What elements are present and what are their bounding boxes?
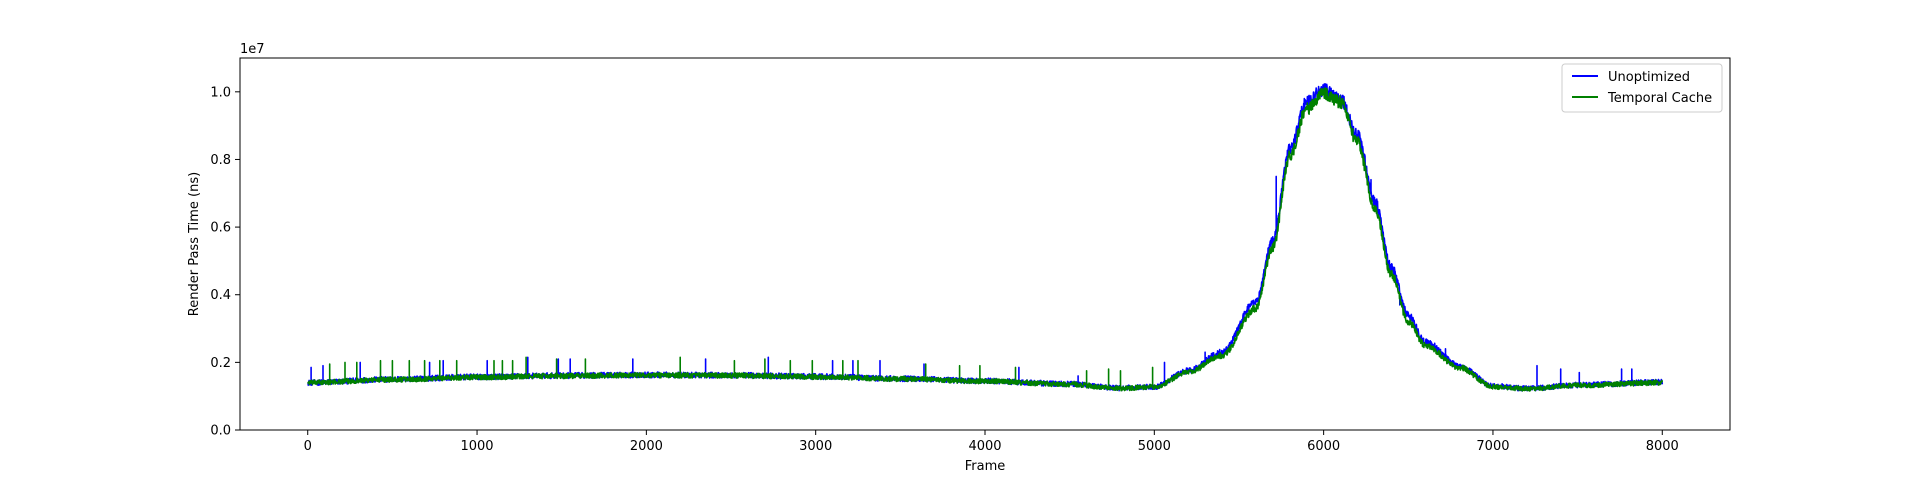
legend-label-temporal-cache: Temporal Cache — [1607, 91, 1712, 106]
x-tick-label: 4000 — [968, 439, 1001, 454]
x-axis-label: Frame — [965, 459, 1006, 474]
y-offset-label: 1e7 — [240, 42, 265, 57]
y-axis-label: Render Pass Time (ns) — [187, 172, 202, 316]
x-tick-label: 2000 — [630, 439, 663, 454]
y-tick-label: 0.8 — [210, 153, 231, 168]
y-tick-label: 1.0 — [210, 85, 231, 100]
x-axis: 0 1000 2000 3000 4000 5000 6000 7000 8000 — [304, 430, 1679, 454]
x-tick-label: 7000 — [1476, 439, 1509, 454]
x-tick-label: 8000 — [1646, 439, 1679, 454]
series-line-temporal-cache — [306, 87, 1664, 392]
x-tick-label: 1000 — [460, 439, 493, 454]
x-tick-label: 3000 — [799, 439, 832, 454]
legend-box — [1561, 63, 1723, 113]
y-tick-label: 0.0 — [210, 424, 231, 439]
x-tick-label: 6000 — [1307, 439, 1340, 454]
legend-label-unoptimized: Unoptimized — [1608, 70, 1690, 85]
series-layer — [306, 83, 1664, 392]
y-tick-label: 0.4 — [210, 288, 231, 303]
y-tick-label: 0.2 — [210, 356, 231, 371]
x-tick-label: 0 — [304, 439, 312, 454]
x-tick-label: 5000 — [1138, 439, 1171, 454]
y-axis: 0.0 0.2 0.4 0.6 0.8 1.0 — [210, 85, 240, 439]
y-tick-label: 0.6 — [210, 221, 231, 236]
legend: Unoptimized Temporal Cache — [1561, 63, 1723, 113]
